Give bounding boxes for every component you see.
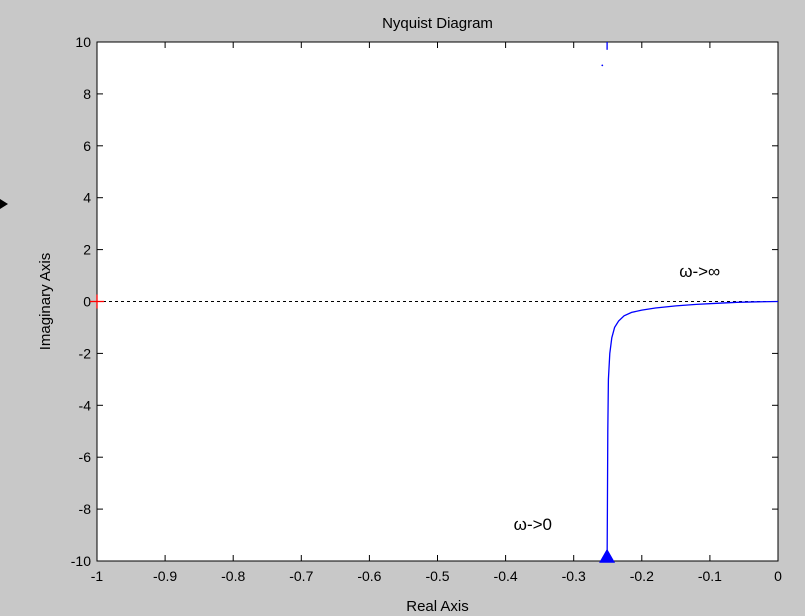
nyquist-curve-1: [606, 300, 779, 562]
y-tick-label: 4: [83, 190, 91, 206]
y-tick-label: 0: [83, 294, 91, 310]
x-tick-label: 0: [774, 568, 782, 584]
y-tick-label: 10: [75, 34, 91, 50]
x-tick-label: -0.5: [425, 568, 449, 584]
y-tick-label: 2: [83, 242, 91, 258]
y-tick-label: -4: [79, 397, 92, 413]
x-tick-label: -0.6: [357, 568, 381, 584]
y-tick-label: -10: [71, 553, 91, 569]
direction-arrow: [599, 548, 616, 563]
x-axis-title: Real Axis: [406, 598, 469, 615]
curve-point: [601, 64, 604, 67]
y-tick-label: -6: [79, 449, 92, 465]
y-tick-label: 6: [83, 138, 91, 154]
x-tick-label: -0.7: [289, 568, 313, 584]
x-tick-label: -1: [91, 568, 104, 584]
annotation-1: ω->∞: [679, 262, 720, 281]
x-tick-label: -0.2: [630, 568, 654, 584]
y-axis-title: Imaginary Axis: [37, 253, 54, 351]
y-tick-label: 8: [83, 86, 91, 102]
left-edge-arrow: [0, 199, 8, 209]
x-tick-label: -0.9: [153, 568, 177, 584]
plot-area: -1 -0.9 -0.8 -0.7 -0.6 -0.5 -0.4 -0.3 -0.2 -0.1 0 -…: [0, 34, 782, 584]
x-tick-label: -0.4: [494, 568, 518, 584]
y-tick-label: -8: [79, 501, 92, 517]
axes-box: [96, 41, 779, 562]
annotation-2: ω->0: [514, 515, 552, 534]
y-tick-label: -2: [79, 345, 92, 361]
x-tick-label: -0.1: [698, 568, 722, 584]
chart-title: Nyquist Diagram: [382, 15, 493, 32]
x-tick-label: -0.3: [562, 568, 586, 584]
x-tick-label: -0.8: [221, 568, 245, 584]
